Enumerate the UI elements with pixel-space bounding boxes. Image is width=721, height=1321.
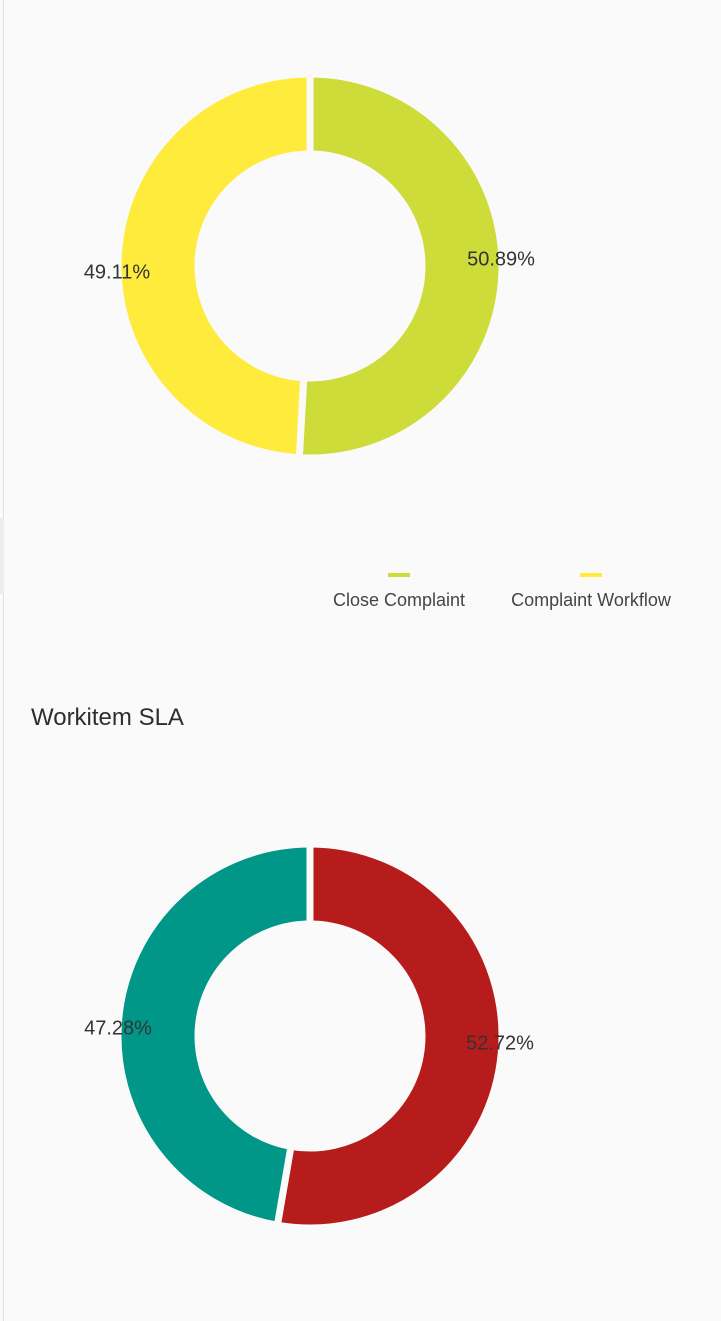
panel-left-border <box>3 0 4 1321</box>
donut-slice-1-0[interactable] <box>273 840 506 1232</box>
legend-item-complaint-workflow[interactable]: Complaint Workflow <box>504 573 678 611</box>
donut-slice-1-1[interactable] <box>114 840 314 1230</box>
donut-label-0-0: 50.89% <box>467 248 535 270</box>
complaint-donut-chart: 50.89% 49.11% <box>84 70 535 462</box>
donut-slice-0-0[interactable] <box>295 70 506 462</box>
legend-label-complaint-workflow: Complaint Workflow <box>511 590 671 610</box>
legend-swatch-complaint-workflow <box>580 573 602 577</box>
workitem-sla-donut-chart: 52.72% 47.28% <box>84 840 534 1232</box>
legend-label-close-complaint: Close Complaint <box>332 590 466 610</box>
donut-label-1-0: 52.72% <box>466 1032 534 1054</box>
panel-side-tab <box>0 518 4 594</box>
workitem-sla-title: Workitem SLA <box>31 704 184 731</box>
chart-legend: Close Complaint Complaint Workflow <box>0 573 721 613</box>
donut-label-0-1: 49.11% <box>84 261 151 283</box>
legend-swatch-close-complaint <box>388 573 410 577</box>
legend-item-close-complaint[interactable]: Close Complaint <box>327 573 471 611</box>
donut-slice-0-1[interactable] <box>114 70 314 462</box>
donut-label-1-1: 47.28% <box>84 1017 152 1039</box>
